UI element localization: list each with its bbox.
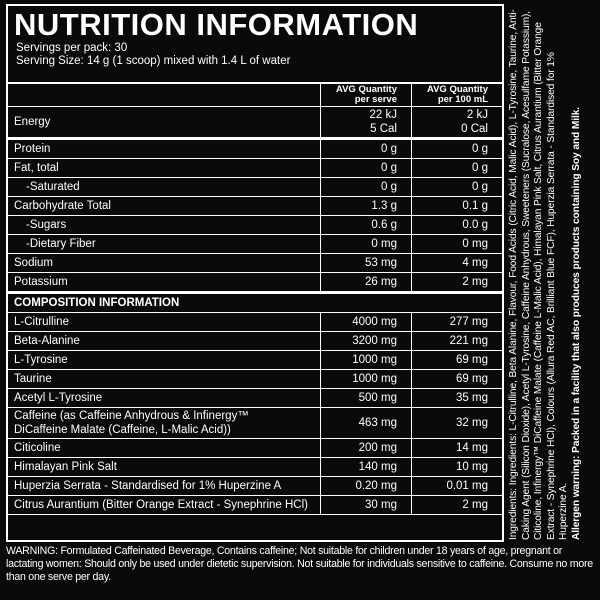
column-header: AVG Quantity per 100 mL	[411, 82, 502, 107]
cell: Acetyl L-Tyrosine	[8, 388, 321, 408]
cell-line: 2 kJ	[466, 109, 488, 121]
cell: 0 mg	[320, 234, 412, 254]
cell: 0.6 g	[320, 215, 412, 235]
cell: 10 mg	[411, 457, 502, 477]
cell: 0 g	[411, 158, 502, 178]
cell: Taurine	[8, 369, 321, 389]
cell-line: 5 Cal	[370, 123, 397, 135]
cell: 1000 mg	[320, 369, 412, 389]
cell-line: 0 Cal	[461, 123, 488, 135]
cell: -Dietary Fiber	[8, 234, 321, 254]
cell: 26 mg	[320, 272, 412, 294]
row: Huperzia Serrata - Standardised for 1% H…	[8, 476, 502, 496]
cell: Fat, total	[8, 158, 321, 178]
cell: 1000 mg	[320, 350, 412, 370]
cell: 69 mg	[411, 350, 502, 370]
cell: 4000 mg	[320, 312, 412, 332]
cell: 2 kJ 0 Cal	[411, 106, 502, 140]
cell: Citicoline	[8, 438, 321, 458]
cell: 32 mg	[411, 407, 502, 439]
cell: 0 g	[320, 158, 412, 178]
cell-line: Caffeine (as Caffeine Anhydrous & Infine…	[14, 410, 249, 422]
row: Taurine 1000 mg 69 mg	[8, 369, 502, 389]
cell: Carbohydrate Total	[8, 196, 321, 216]
cell: 463 mg	[320, 407, 412, 439]
cell: 69 mg	[411, 369, 502, 389]
allergen-label: Allergen warning:	[570, 455, 582, 540]
cell: 0.20 mg	[320, 476, 412, 496]
row: Beta-Alanine 3200 mg 221 mg	[8, 331, 502, 351]
title: NUTRITION INFORMATION	[14, 7, 419, 42]
cell: 4 mg	[411, 253, 502, 273]
cell: 2 mg	[411, 272, 502, 294]
serving-size: Serving Size: 14 g (1 scoop) mixed with …	[16, 55, 291, 67]
cell: L-Tyrosine	[8, 350, 321, 370]
row: Carbohydrate Total 1.3 g 0.1 g	[8, 196, 502, 216]
cell: Protein	[8, 138, 321, 159]
cell: Caffeine (as Caffeine Anhydrous & Infine…	[8, 407, 321, 439]
cell: 0 g	[320, 177, 412, 197]
cell: 140 mg	[320, 457, 412, 477]
row: Sodium 53 mg 4 mg	[8, 253, 502, 273]
ingredients: Ingredients: Ingredients: L-Citrulline, …	[508, 4, 600, 540]
cell: Huperzia Serrata - Standardised for 1% H…	[8, 476, 321, 496]
cell: 0 g	[411, 177, 502, 197]
row: -Dietary Fiber 0 mg 0 mg	[8, 234, 502, 254]
cell: 0 g	[320, 138, 412, 159]
row: Citrus Aurantium (Bitter Orange Extract …	[8, 495, 502, 515]
section-row: COMPOSITION INFORMATION	[8, 292, 502, 313]
row: Citicoline 200 mg 14 mg	[8, 438, 502, 458]
cell: 1.3 g	[320, 196, 412, 216]
cell: 30 mg	[320, 495, 412, 515]
cell: 14 mg	[411, 438, 502, 458]
cell-line: DiCaffeine Malate (Caffeine, L-Malic Aci…	[14, 424, 231, 436]
cell: 2 mg	[411, 495, 502, 515]
cell: L-Citrulline	[8, 312, 321, 332]
row: L-Citrulline 4000 mg 277 mg	[8, 312, 502, 332]
allergen-text: Packed in a facility that also produces …	[570, 106, 582, 453]
cell-line: 22 kJ	[369, 109, 398, 121]
cell: 35 mg	[411, 388, 502, 408]
cell: 22 kJ 5 Cal	[320, 106, 412, 140]
section-title: COMPOSITION INFORMATION	[8, 292, 502, 313]
blank-header	[8, 82, 321, 107]
cell: 53 mg	[320, 253, 412, 273]
row: L-Tyrosine 1000 mg 69 mg	[8, 350, 502, 370]
cell: 0 mg	[411, 234, 502, 254]
row: Himalayan Pink Salt 140 mg 10 mg	[8, 457, 502, 477]
cell: 0 g	[411, 138, 502, 159]
cell: Potassium	[8, 272, 321, 294]
header-row: AVG Quantity per serve AVG Quantity per …	[8, 82, 502, 107]
row: Energy 22 kJ 5 Cal 2 kJ 0 Cal	[8, 106, 502, 140]
cell: Energy	[8, 106, 321, 140]
row: Caffeine (as Caffeine Anhydrous & Infine…	[8, 407, 502, 439]
cell: 277 mg	[411, 312, 502, 332]
servings: Servings per pack: 30	[16, 42, 128, 54]
cell: 0.0 g	[411, 215, 502, 235]
row: Potassium 26 mg 2 mg	[8, 272, 502, 294]
cell: 0.01 mg	[411, 476, 502, 496]
cell: 3200 mg	[320, 331, 412, 351]
cell: 200 mg	[320, 438, 412, 458]
cell: Beta-Alanine	[8, 331, 321, 351]
ingredients-text: Ingredients: Ingredients: L-Citrulline, …	[508, 9, 570, 540]
cell: Himalayan Pink Salt	[8, 457, 321, 477]
cell: -Sugars	[8, 215, 321, 235]
nutrition-table: AVG Quantity per serve AVG Quantity per …	[8, 82, 502, 515]
cell: -Saturated	[8, 177, 321, 197]
cell: Sodium	[8, 253, 321, 273]
cell: 221 mg	[411, 331, 502, 351]
row: -Sugars 0.6 g 0.0 g	[8, 215, 502, 235]
cell: 0.1 g	[411, 196, 502, 216]
column-header: AVG Quantity per serve	[320, 82, 412, 107]
cell: Citrus Aurantium (Bitter Orange Extract …	[8, 495, 321, 515]
cell: 500 mg	[320, 388, 412, 408]
row: Acetyl L-Tyrosine 500 mg 35 mg	[8, 388, 502, 408]
nutrition-panel: NUTRITION INFORMATION Servings per pack:…	[6, 4, 504, 542]
warning: WARNING: Formulated Caffeinated Beverage…	[6, 545, 593, 583]
